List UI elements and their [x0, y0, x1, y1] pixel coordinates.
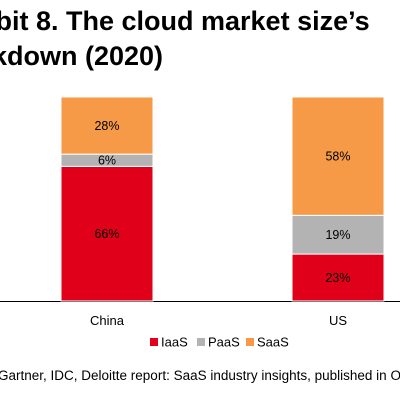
data-label-china-iaas: 66%: [94, 227, 119, 241]
data-label-china-paas: 6%: [98, 154, 116, 168]
bar-segment-us-paas: [291, 214, 385, 255]
bar-segment-us-iaas: [291, 253, 385, 302]
legend-swatch-paas: [197, 338, 205, 346]
data-label-us-saas: 58%: [325, 150, 350, 164]
title-line-2: kdown (2020): [0, 41, 164, 71]
data-label-us-paas: 19%: [325, 228, 350, 242]
legend-swatch-iaas: [150, 338, 158, 346]
source-note: Gartner, IDC, Deloitte report: SaaS indu…: [0, 368, 400, 383]
x-tick-label-china: China: [90, 313, 125, 328]
data-label-us-iaas: 23%: [325, 271, 350, 285]
legend-swatch-saas: [246, 338, 254, 346]
legend-label-paas: PaaS: [208, 335, 240, 350]
x-tick-label-us: US: [329, 313, 347, 328]
chart-title: ibit 8. The cloud market size’s kdown (2…: [0, 4, 370, 74]
bar-segment-us-saas: [291, 96, 385, 216]
bar-segment-china-saas: [60, 96, 154, 155]
bar-segment-china-iaas: [60, 165, 154, 302]
legend-label-iaas: IaaS: [161, 335, 188, 350]
data-label-china-saas: 28%: [94, 119, 119, 133]
legend-label-saas: SaaS: [257, 335, 289, 350]
title-line-1: ibit 8. The cloud market size’s: [0, 6, 370, 36]
